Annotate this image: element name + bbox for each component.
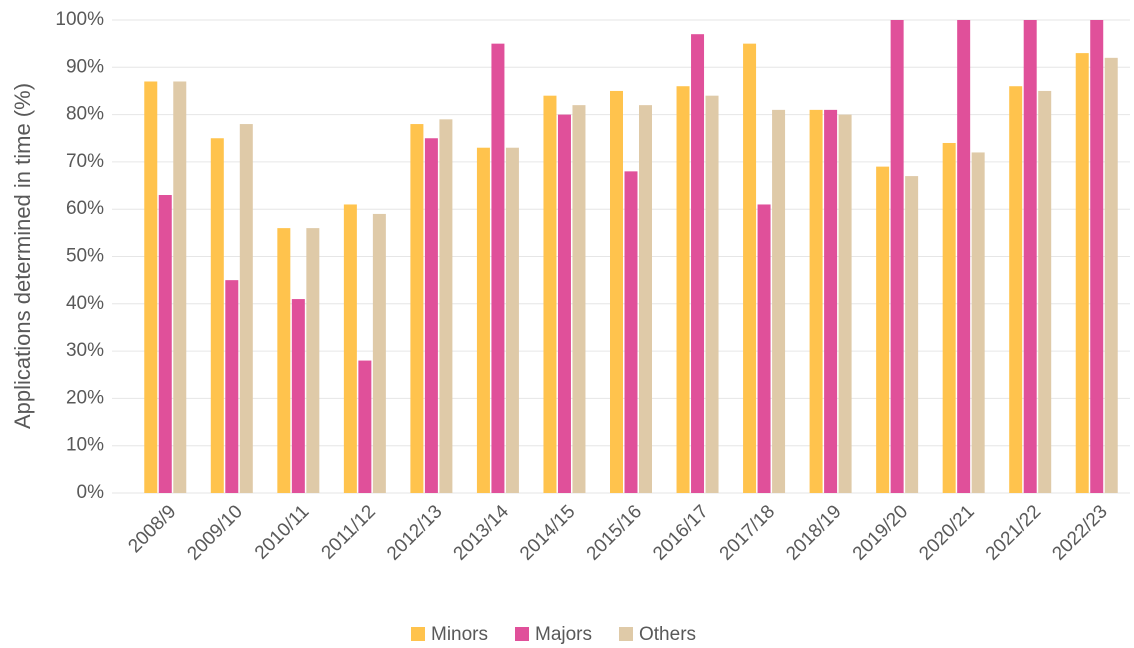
y-tick-label: 60% [66, 198, 104, 219]
y-tick-label: 100% [55, 9, 104, 30]
legend-label: Others [639, 624, 696, 645]
x-tick-label: 2008/9 [124, 501, 180, 557]
y-tick-label: 80% [66, 104, 104, 125]
x-tick-label: 2011/12 [318, 501, 380, 563]
x-tick-label: 2010/11 [251, 501, 313, 563]
legend-swatch [515, 627, 529, 641]
bar [743, 43, 757, 494]
x-tick-label: 2022/23 [1048, 501, 1111, 564]
bar [439, 119, 453, 493]
bar [691, 34, 705, 493]
bar [505, 147, 519, 493]
legend-label: Minors [431, 624, 488, 645]
bar [424, 138, 438, 493]
bar [225, 280, 239, 493]
bar [557, 114, 571, 493]
y-tick-label: 70% [66, 151, 104, 172]
y-axis-title: Applications determined in time (%) [10, 83, 35, 429]
bar [610, 90, 623, 493]
bar [957, 20, 971, 493]
bar [291, 299, 305, 493]
bar [358, 360, 372, 493]
bar [173, 81, 187, 494]
y-tick-label: 40% [66, 293, 104, 314]
bar [809, 109, 823, 494]
x-tick-label: 2009/10 [183, 501, 246, 564]
bar [876, 166, 890, 493]
bar [144, 81, 158, 494]
x-tick-label: 2014/15 [516, 501, 579, 564]
y-tick-label: 10% [66, 435, 104, 456]
bar [1104, 57, 1118, 494]
x-tick-label: 2018/19 [782, 501, 845, 564]
bar [158, 195, 172, 493]
bar [543, 95, 557, 494]
y-tick-label: 90% [66, 56, 104, 77]
bar [1075, 53, 1089, 494]
bar [890, 20, 904, 493]
x-tick-label: 2012/13 [383, 501, 446, 564]
bar [572, 105, 586, 493]
bar [757, 204, 771, 493]
bar [306, 228, 320, 493]
bar [772, 109, 786, 494]
y-tick-label: 30% [66, 340, 104, 361]
bar [942, 142, 956, 494]
bar [971, 152, 985, 493]
y-tick-label: 0% [77, 482, 105, 503]
bar [210, 138, 224, 493]
bar [1090, 20, 1104, 493]
bar [491, 43, 505, 494]
bar [838, 114, 852, 493]
legend-swatch [619, 627, 633, 641]
bar [372, 213, 386, 493]
x-tick-label: 2017/18 [716, 501, 779, 564]
bar [343, 204, 357, 493]
x-tick-label: 2020/21 [915, 501, 978, 564]
bar [410, 124, 424, 493]
bar [905, 176, 919, 493]
legend-label: Majors [535, 624, 592, 645]
x-tick-label: 2021/22 [982, 501, 1045, 564]
bar [639, 105, 652, 493]
x-tick-label: 2016/17 [649, 501, 712, 564]
bar [1038, 90, 1052, 493]
x-tick-label: 2019/20 [849, 501, 912, 564]
y-tick-label: 20% [66, 387, 104, 408]
bar [1009, 86, 1023, 493]
bar [624, 171, 638, 494]
y-tick-label: 50% [66, 246, 104, 267]
bar [239, 124, 253, 493]
bar [476, 147, 490, 493]
bar [824, 109, 838, 494]
x-tick-label: 2015/16 [583, 501, 646, 564]
bar [676, 86, 690, 493]
legend-swatch [411, 627, 425, 641]
x-tick-label: 2013/14 [450, 501, 514, 565]
bar [1023, 20, 1037, 493]
bar [277, 228, 291, 493]
bar [705, 95, 719, 494]
